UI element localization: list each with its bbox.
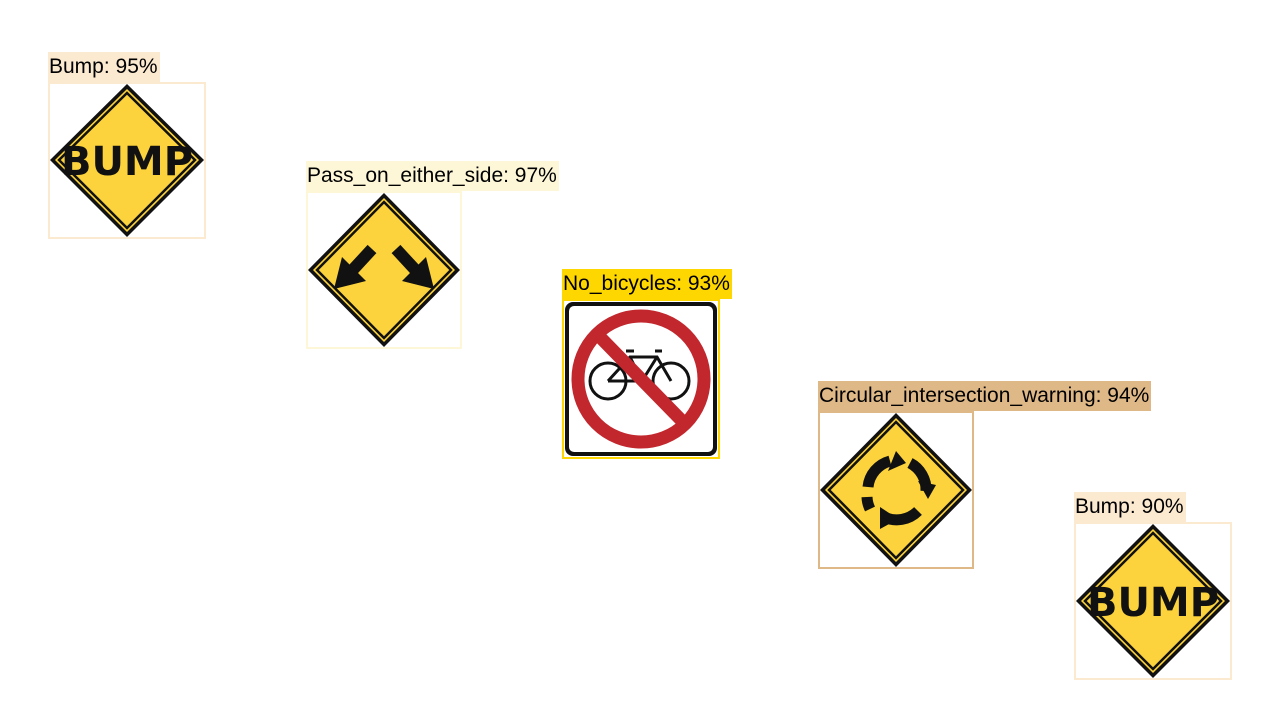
detection-bump-2: Bump: 90% BUMP xyxy=(1074,492,1234,684)
circular-intersection-sign-icon xyxy=(820,413,972,567)
detection-label: Pass_on_either_side: 97% xyxy=(306,161,559,191)
detection-pass-on-either-side: Pass_on_either_side: 97% xyxy=(306,161,596,351)
bump-sign-icon: BUMP xyxy=(50,84,204,237)
detection-circular-intersection-warning: Circular_intersection_warning: 94% xyxy=(818,381,1193,571)
detection-no-bicycles: No_bicycles: 93% xyxy=(562,269,762,461)
detection-label: No_bicycles: 93% xyxy=(562,269,732,299)
sign-text: BUMP xyxy=(1087,580,1219,626)
detection-label: Bump: 90% xyxy=(1074,492,1186,522)
detection-label: Bump: 95% xyxy=(48,52,160,82)
detection-box xyxy=(1074,522,1232,680)
detection-box xyxy=(48,82,206,239)
detection-box xyxy=(818,411,974,569)
no-bicycles-sign-icon xyxy=(565,302,717,456)
detection-label: Circular_intersection_warning: 94% xyxy=(818,381,1152,411)
detection-box xyxy=(306,191,462,349)
detection-box xyxy=(562,299,720,459)
bump-sign-icon: BUMP xyxy=(1076,524,1230,678)
pass-either-side-sign-icon xyxy=(308,193,460,347)
sign-text: BUMP xyxy=(61,139,193,185)
detection-bump-1: Bump: 95% BUMP xyxy=(48,52,208,242)
